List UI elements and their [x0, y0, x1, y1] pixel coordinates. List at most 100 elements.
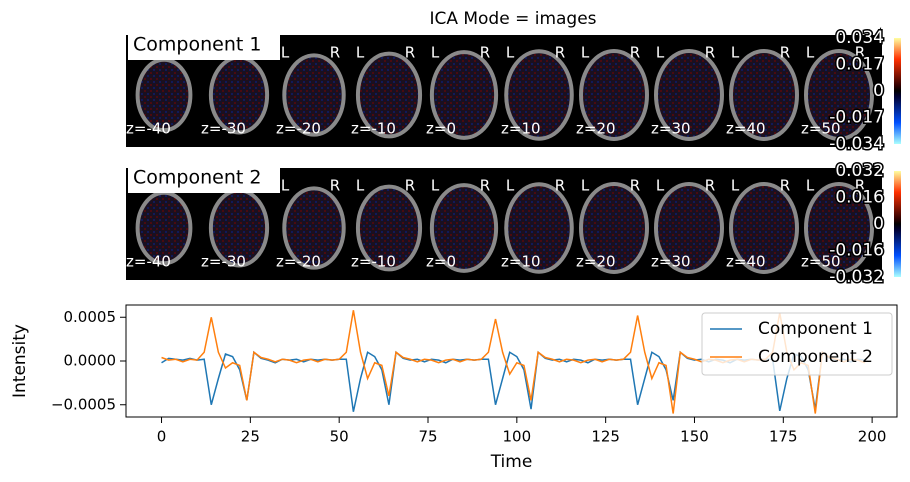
- component-label: Component 1: [133, 34, 261, 56]
- x-tick-label: 200: [858, 428, 887, 446]
- orientation-label: L: [431, 44, 440, 62]
- brain-slice: [579, 182, 649, 274]
- orientation-label: R: [855, 177, 865, 195]
- orientation-label: L: [731, 177, 740, 195]
- brain-slice: [804, 49, 874, 141]
- slice-label: z=20: [576, 253, 616, 271]
- orientation-label: L: [356, 44, 365, 62]
- component-label-box: [128, 165, 280, 193]
- component-label-box: [128, 32, 280, 60]
- orientation-label: R: [855, 44, 865, 62]
- y-tick-label: 0.0005: [64, 308, 117, 326]
- colorbar-tick-label: -0.017: [829, 108, 884, 128]
- orientation-label: L: [806, 177, 815, 195]
- orientation-label: R: [630, 177, 640, 195]
- brain-slice: [429, 183, 499, 273]
- colorbar: [894, 38, 901, 144]
- brain-slice: [654, 182, 724, 274]
- orientation-label: R: [480, 44, 490, 62]
- orientation-label: L: [581, 177, 590, 195]
- y-tick-label: −0.0005: [51, 395, 116, 413]
- x-tick-label: 125: [591, 428, 620, 446]
- component-label: Component 2: [133, 167, 261, 189]
- colorbar: [894, 171, 901, 277]
- orientation-label: L: [431, 177, 440, 195]
- x-tick-label: 50: [330, 428, 349, 446]
- colorbar-tick-label: -0.032: [829, 267, 884, 287]
- orientation-label: R: [480, 177, 490, 195]
- orientation-label: R: [705, 44, 715, 62]
- brain-slice: [355, 51, 423, 139]
- x-tick-label: 0: [157, 428, 167, 446]
- legend-label: Component 1: [758, 319, 873, 339]
- orientation-label: L: [506, 44, 515, 62]
- colorbar-tick-label: 0: [873, 214, 884, 234]
- slice-label: z=10: [501, 120, 541, 138]
- orientation-label: L: [281, 177, 290, 195]
- legend-label: Component 2: [758, 347, 873, 367]
- legend-box: [701, 312, 893, 376]
- x-tick-label: 150: [680, 428, 709, 446]
- slice-label: z=-20: [276, 120, 321, 138]
- orientation-label: R: [780, 44, 790, 62]
- brain-slice: [282, 186, 346, 270]
- slice-label: z=-10: [351, 253, 396, 271]
- x-tick-label: 25: [241, 428, 260, 446]
- colorbar-tick-label: 0.017: [835, 55, 884, 75]
- colorbar-tick-label: 0.016: [835, 188, 884, 208]
- brain-slice: [504, 49, 574, 141]
- brain-slice: [504, 182, 574, 274]
- colorbar-tick-label: 0.034: [835, 28, 884, 48]
- brain-slice: [579, 49, 649, 141]
- y-tick-label: 0.0000: [64, 352, 117, 370]
- slice-label: z=10: [501, 253, 541, 271]
- colorbar-tick-label: -0.016: [829, 241, 884, 261]
- brain-slice: [804, 182, 874, 274]
- orientation-label: R: [330, 44, 340, 62]
- orientation-label: L: [806, 44, 815, 62]
- brain-slice: [729, 182, 799, 274]
- slice-label: z=40: [726, 253, 766, 271]
- x-tick-label: 175: [769, 428, 798, 446]
- orientation-label: L: [731, 44, 740, 62]
- x-tick-label: 75: [418, 428, 437, 446]
- y-axis-label: Intensity: [10, 324, 30, 398]
- x-axis-label: Time: [490, 452, 533, 472]
- orientation-label: L: [281, 44, 290, 62]
- brain-slice: [654, 49, 724, 141]
- slice-label: z=-40: [126, 120, 171, 138]
- orientation-label: R: [405, 177, 415, 195]
- colorbar-tick-label: 0: [873, 81, 884, 101]
- orientation-label: R: [630, 44, 640, 62]
- orientation-label: R: [330, 177, 340, 195]
- colorbar-tick-label: 0.032: [835, 161, 884, 181]
- slice-label: z=0: [426, 120, 456, 138]
- brain-slice: [355, 184, 423, 272]
- slice-label: z=-20: [276, 253, 321, 271]
- orientation-label: R: [555, 44, 565, 62]
- slice-label: z=40: [726, 120, 766, 138]
- x-tick-label: 100: [503, 428, 532, 446]
- orientation-label: L: [581, 44, 590, 62]
- slice-label: z=-10: [351, 120, 396, 138]
- brain-slice: [729, 49, 799, 141]
- axes-frame: [125, 304, 898, 418]
- brain-slice: [282, 53, 346, 137]
- orientation-label: L: [506, 177, 515, 195]
- orientation-label: L: [656, 44, 665, 62]
- orientation-label: R: [405, 44, 415, 62]
- slice-label: z=0: [426, 253, 456, 271]
- orientation-label: R: [705, 177, 715, 195]
- slice-label: z=30: [651, 253, 691, 271]
- orientation-label: R: [555, 177, 565, 195]
- slice-label: z=50: [801, 120, 841, 138]
- colorbar-tick-label: -0.034: [829, 134, 884, 154]
- slice-label: z=30: [651, 120, 691, 138]
- slice-label: z=-30: [201, 120, 246, 138]
- slice-label: z=20: [576, 120, 616, 138]
- slice-label: z=50: [801, 253, 841, 271]
- slice-label: z=-40: [126, 253, 171, 271]
- orientation-label: R: [780, 177, 790, 195]
- figure-title: ICA Mode = images: [429, 9, 596, 29]
